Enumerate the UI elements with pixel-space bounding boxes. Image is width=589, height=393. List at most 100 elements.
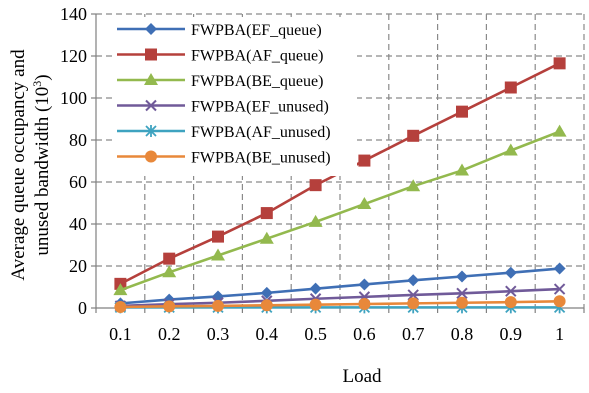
legend-marker [145, 150, 157, 163]
data-point [113, 283, 128, 296]
data-point [114, 300, 127, 313]
y-tick-label: 80 [69, 130, 87, 150]
y-axis-label-line2: unused bandwidth (103) [30, 74, 53, 255]
y-tick-label: 20 [69, 256, 87, 276]
x-tick-label: 0.8 [451, 324, 474, 344]
data-point [407, 289, 419, 301]
series-line [119, 130, 561, 292]
legend-entry: FWPBA(AF_unused) [117, 124, 331, 141]
legend-marker [145, 99, 157, 112]
y-axis-label-line2-superscript: 3 [30, 81, 44, 87]
data-point [309, 298, 322, 311]
series-line [120, 267, 560, 305]
legend-background [113, 17, 357, 176]
marker-stroke [407, 289, 419, 301]
data-point [358, 154, 371, 167]
data-point [407, 274, 420, 287]
legend-label: FWPBA(EF_unused) [191, 99, 329, 116]
legend-entry: FWPBA(BE_queue) [117, 73, 323, 90]
data-point [358, 278, 371, 291]
data-point [260, 207, 273, 220]
x-tick-label: 0.1 [109, 324, 132, 344]
data-point [505, 285, 517, 297]
legend-marker [145, 23, 157, 35]
data-point [456, 270, 468, 283]
legend-entry: FWPBA(BE_unused) [117, 150, 331, 167]
legend-entry: FWPBA(AF_queue) [117, 48, 323, 65]
series-FWPBA(BE_unused) [114, 295, 566, 313]
y-tick-label: 0 [78, 298, 87, 318]
data-point [259, 231, 274, 244]
marker-stroke [505, 285, 517, 297]
data-point [503, 143, 518, 156]
y-tick-label: 40 [69, 214, 87, 234]
data-point [211, 248, 225, 261]
y-tick-label: 60 [69, 172, 87, 192]
x-tick-label: 0.4 [256, 324, 279, 344]
marker-stroke [553, 283, 566, 295]
data-point [553, 295, 566, 308]
x-tick-label: 0.5 [304, 324, 327, 344]
data-point [212, 299, 224, 312]
data-point [504, 266, 517, 279]
legend-marker [144, 73, 158, 85]
legend-entry: FWPBA(EF_queue) [117, 22, 322, 39]
series-FWPBA(BE_queue) [113, 124, 567, 296]
axes: 0 20 40 60 80 100 120 140 0.1 0.2 0.3 0.4 0.5 0.6 0.7 0… [60, 4, 585, 344]
y-tick-label: 140 [60, 4, 87, 24]
data-point [163, 300, 176, 313]
data-point [456, 287, 468, 300]
x-tick-label: 1 [555, 324, 564, 344]
data-point [162, 265, 177, 278]
data-point [407, 129, 420, 142]
marker-stroke [456, 287, 468, 300]
legend: FWPBA(EF_queue) FWPBA(AF_queue) FWPBA(BE_q… [113, 17, 357, 176]
data-point [212, 230, 224, 243]
data-point [260, 286, 273, 299]
data-point [456, 296, 468, 309]
x-tick-label: 0.7 [402, 324, 425, 344]
y-tick-label: 100 [60, 88, 87, 108]
legend-marker [145, 48, 157, 61]
legend-marker [145, 125, 157, 137]
y-axis-label-line2-prefix: unused bandwidth (10 [32, 87, 53, 256]
data-point [309, 282, 322, 295]
x-tick-label: 0.3 [207, 324, 230, 344]
data-point [553, 283, 566, 295]
y-axis-label-line1: Average queue occupancy and [8, 49, 29, 281]
series-line [120, 299, 560, 309]
data-point [357, 197, 372, 210]
x-tick-label: 0.6 [353, 324, 376, 344]
data-point [308, 214, 323, 227]
data-point [406, 179, 421, 192]
x-axis-label: Load [342, 366, 382, 387]
legend-label: FWPBA(AF_unused) [191, 124, 331, 141]
data-point [552, 124, 567, 137]
legend-label: FWPBA(BE_queue) [191, 73, 323, 90]
data-point [504, 81, 517, 94]
data-point [504, 296, 517, 309]
y-axis-label-line2-suffix: ) [32, 74, 53, 80]
data-point [309, 179, 322, 192]
data-point [163, 252, 176, 265]
legend-entry: FWPBA(EF_unused) [117, 99, 329, 116]
series-line [120, 287, 560, 308]
marker-stroke [145, 99, 157, 112]
axis-labels: Load Average queue occupancy and unused … [8, 49, 382, 387]
data-point [407, 297, 420, 310]
legend-label: FWPBA(BE_unused) [191, 150, 331, 167]
data-point [358, 298, 371, 311]
legend-label: FWPBA(AF_queue) [191, 48, 323, 65]
x-tick-label: 0.2 [158, 324, 181, 344]
data-point [455, 163, 469, 176]
data-point [456, 105, 468, 118]
legend-label: FWPBA(EF_queue) [191, 22, 322, 39]
data-point [260, 299, 273, 312]
x-tick-label: 0.9 [500, 324, 523, 344]
data-point [553, 57, 566, 70]
series-FWPBA(EF_unused) [114, 283, 566, 312]
y-tick-label: 120 [60, 46, 87, 66]
data-point [553, 262, 566, 275]
